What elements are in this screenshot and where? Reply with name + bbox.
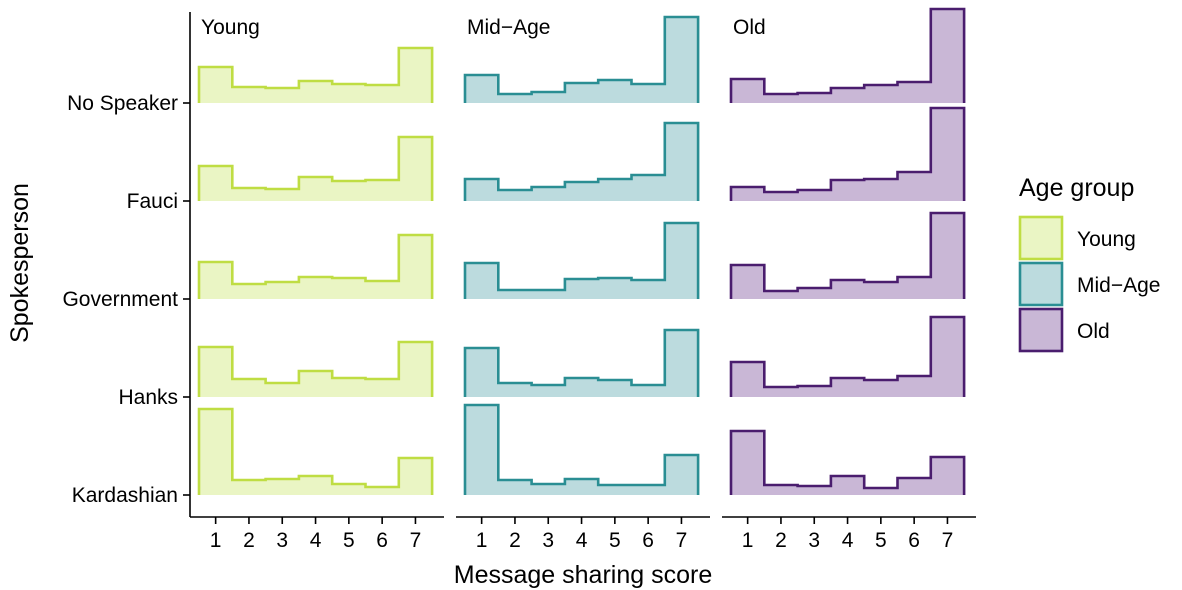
- panel-young: Young: [197, 16, 434, 495]
- x-tick-label-p2-7: 7: [676, 529, 688, 552]
- y-tick-label-fauci: Fauci: [127, 190, 178, 213]
- ridge-fill-young-government: [199, 235, 433, 299]
- ridge-line-old-hanks: [729, 315, 966, 397]
- ridge-fill-mid-age-fauci: [465, 123, 699, 201]
- x-tick-label-p1-4: 4: [310, 529, 322, 552]
- ridge-fill-young-no-speaker: [199, 48, 433, 103]
- ridge-line-old-government: [729, 211, 966, 299]
- x-tick-label-p1-6: 6: [376, 529, 388, 552]
- x-tick-label-p2-4: 4: [576, 529, 588, 552]
- x-tick-label-p2-1: 1: [476, 529, 488, 552]
- legend-label-mid-age: Mid−Age: [1077, 274, 1160, 297]
- ridge-fill-mid-age-hanks: [465, 330, 699, 397]
- legend-label-young: Young: [1077, 228, 1136, 251]
- ridge-line-old-kardashian: [729, 429, 966, 495]
- ridge-line-mid-age-government: [463, 221, 700, 299]
- legend-key-young: [1018, 215, 1064, 261]
- legend-label-old: Old: [1077, 320, 1110, 343]
- legend: Age group Young Mid−Age Old: [1018, 174, 1160, 353]
- x-tick-label-p1-7: 7: [410, 529, 422, 552]
- x-tick-label-p3-3: 3: [808, 529, 820, 552]
- panel-old: Old: [729, 7, 966, 495]
- y-tick-label-kardashian: Kardashian: [72, 484, 178, 507]
- ridge-line-old-fauci: [729, 106, 966, 201]
- y-tick-label-government: Government: [62, 288, 178, 311]
- ridge-fill-young-kardashian: [199, 409, 433, 495]
- x-tick-label-p1-1: 1: [210, 529, 222, 552]
- x-tick-label-p1-3: 3: [276, 529, 288, 552]
- panel-mid-age: Mid−Age: [463, 15, 700, 495]
- legend-keys-group: Young Mid−Age Old: [1018, 215, 1160, 353]
- panel-label-old: Old: [733, 16, 766, 39]
- ridge-fill-mid-age-kardashian: [465, 405, 699, 495]
- ridge-fill-young-hanks: [199, 342, 433, 397]
- ridge-line-mid-age-hanks: [463, 328, 700, 397]
- ridge-line-mid-age-kardashian: [463, 403, 700, 495]
- ridge-fill-old-hanks: [731, 317, 965, 397]
- x-tick-label-p2-6: 6: [642, 529, 654, 552]
- x-tick-label-p3-6: 6: [908, 529, 920, 552]
- x-tick-label-p1-5: 5: [343, 529, 355, 552]
- x-tick-label-p2-3: 3: [542, 529, 554, 552]
- legend-key-mid-age: [1018, 261, 1064, 307]
- panel-label-young: Young: [201, 16, 260, 39]
- ridge-line-mid-age-no-speaker: [463, 15, 700, 103]
- x-tick-label-p3-2: 2: [775, 529, 787, 552]
- ridge-fill-mid-age-government: [465, 223, 699, 299]
- x-tick-label-p3-4: 4: [842, 529, 854, 552]
- ridge-fill-old-no-speaker: [731, 9, 965, 103]
- ridge-fill-young-fauci: [199, 137, 433, 201]
- x-tick-label-p2-2: 2: [509, 529, 521, 552]
- ridge-line-young-hanks: [197, 340, 434, 397]
- ridge-line-young-no-speaker: [197, 46, 434, 103]
- x-tick-label-p3-5: 5: [875, 529, 887, 552]
- y-tick-label-hanks: Hanks: [118, 386, 178, 409]
- legend-title: Age group: [1019, 174, 1134, 202]
- panels-group: Young Mid−Age Old: [197, 7, 966, 495]
- legend-key-old: [1018, 307, 1064, 353]
- x-tick-label-p3-7: 7: [942, 529, 954, 552]
- y-axis-title: Spokesperson: [6, 183, 34, 343]
- ridge-line-young-government: [197, 233, 434, 299]
- ridge-line-young-kardashian: [197, 407, 434, 495]
- x-axis-title: Message sharing score: [454, 561, 712, 589]
- ridge-fill-old-government: [731, 213, 965, 299]
- ridge-fill-old-fauci: [731, 108, 965, 201]
- ridge-line-young-fauci: [197, 135, 434, 201]
- x-tick-label-p2-5: 5: [609, 529, 621, 552]
- panel-label-mid-age: Mid−Age: [467, 16, 550, 39]
- y-ticks-group: No Speaker Fauci Government Hanks Kardashian: [62, 92, 190, 507]
- x-tick-label-p3-1: 1: [742, 529, 754, 552]
- x-tick-label-p1-2: 2: [243, 529, 255, 552]
- ridge-fill-mid-age-no-speaker: [465, 17, 699, 103]
- ridge-line-mid-age-fauci: [463, 121, 700, 201]
- y-tick-label-no-speaker: No Speaker: [67, 92, 178, 115]
- ridge-line-old-no-speaker: [729, 7, 966, 103]
